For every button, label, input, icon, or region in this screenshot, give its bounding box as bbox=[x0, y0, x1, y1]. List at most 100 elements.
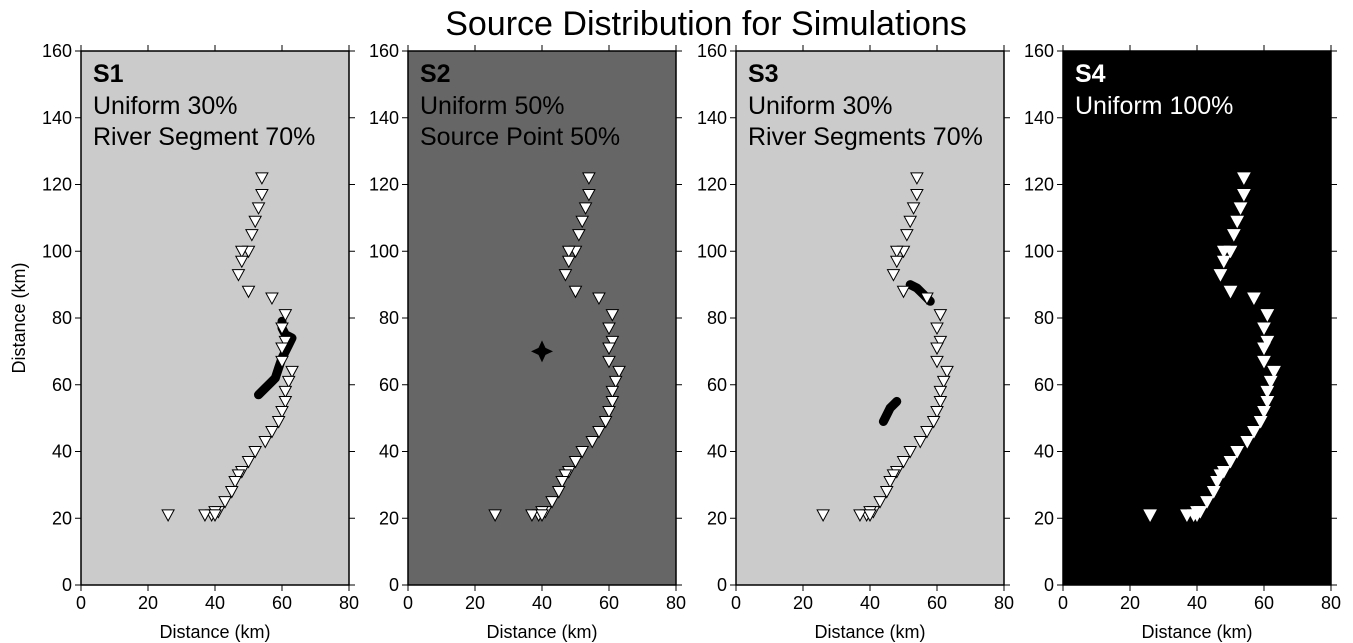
station-marker bbox=[612, 365, 626, 379]
station-marker bbox=[281, 375, 296, 389]
y-tick-label: 20 bbox=[379, 508, 399, 528]
x-axis-label: Distance (km) bbox=[1141, 622, 1252, 642]
panel-background bbox=[81, 51, 349, 585]
x-tick-label: 20 bbox=[465, 593, 485, 613]
x-tick-label: 80 bbox=[339, 593, 359, 613]
y-tick-label: 140 bbox=[369, 108, 399, 128]
station-marker bbox=[816, 509, 830, 522]
y-tick-label: 60 bbox=[379, 375, 399, 395]
x-tick-label: 0 bbox=[731, 593, 741, 613]
station-marker bbox=[1223, 285, 1238, 299]
station-marker bbox=[241, 456, 256, 469]
panel-label: S4 bbox=[1075, 60, 1106, 88]
station-marker bbox=[568, 456, 583, 469]
panel-description-line: River Segments 70% bbox=[748, 123, 983, 151]
panel-frame bbox=[735, 50, 1005, 586]
station-marker bbox=[913, 435, 928, 449]
station-marker bbox=[285, 365, 299, 379]
station-marker bbox=[930, 405, 944, 419]
station-marker bbox=[605, 309, 620, 322]
x-tick-label: 60 bbox=[599, 593, 619, 613]
x-axis-label: Distance (km) bbox=[486, 622, 597, 642]
station-marker bbox=[605, 395, 620, 409]
station-marker bbox=[602, 342, 616, 356]
station-marker bbox=[575, 446, 590, 459]
station-marker bbox=[161, 509, 175, 522]
station-marker bbox=[933, 335, 948, 349]
y-tick-label: 140 bbox=[697, 108, 727, 128]
station-marker bbox=[853, 509, 867, 522]
x-axis-label: Distance (km) bbox=[814, 622, 925, 642]
station-marker bbox=[1257, 342, 1271, 356]
station-marker bbox=[1237, 189, 1251, 202]
station-marker bbox=[910, 172, 924, 185]
station-marker bbox=[1210, 476, 1224, 489]
y-tick-label: 80 bbox=[379, 308, 399, 328]
station-marker bbox=[1213, 469, 1228, 482]
station-marker bbox=[488, 509, 502, 522]
y-tick-label: 120 bbox=[369, 175, 399, 195]
x-tick-label: 20 bbox=[138, 593, 158, 613]
station-marker bbox=[926, 415, 941, 429]
y-tick-label: 160 bbox=[1024, 41, 1054, 61]
station-marker bbox=[572, 229, 586, 242]
station-marker bbox=[933, 385, 948, 399]
station-marker bbox=[930, 342, 944, 356]
station-marker bbox=[900, 229, 914, 242]
panel-s1: 0 20 40 60 80 100 120 140 160 0 20 40 60 80 Distance (… bbox=[42, 41, 359, 642]
station-marker bbox=[525, 509, 539, 522]
x-tick-label: 80 bbox=[1321, 593, 1341, 613]
station-marker bbox=[602, 405, 616, 419]
station-marker bbox=[883, 476, 897, 489]
x-tick-label: 60 bbox=[927, 593, 947, 613]
station-marker bbox=[582, 172, 596, 185]
station-marker bbox=[886, 269, 901, 282]
panel-s2: 0 20 40 60 80 100 120 140 160 0 20 40 60 80 Distance (… bbox=[369, 41, 686, 642]
station-marker bbox=[896, 456, 911, 469]
y-tick-label: 160 bbox=[42, 41, 72, 61]
station-marker bbox=[275, 405, 289, 419]
station-marker bbox=[234, 255, 249, 269]
panel-frame bbox=[407, 50, 677, 586]
panel-description-line: Uniform 30% bbox=[748, 92, 893, 120]
station-marker bbox=[863, 509, 877, 522]
station-marker bbox=[1247, 292, 1261, 306]
station-marker bbox=[1230, 446, 1245, 459]
y-tick-label: 0 bbox=[62, 575, 72, 595]
station-marker bbox=[886, 469, 901, 482]
station-marker bbox=[1190, 509, 1204, 522]
station-marker bbox=[1260, 385, 1275, 399]
station-marker bbox=[224, 486, 239, 499]
y-tick-label: 40 bbox=[1034, 442, 1054, 462]
station-marker bbox=[278, 335, 293, 349]
station-marker bbox=[1227, 229, 1241, 242]
x-tick-label: 40 bbox=[1187, 593, 1207, 613]
station-marker bbox=[1143, 509, 1157, 522]
station-marker bbox=[251, 202, 266, 215]
source-point bbox=[531, 340, 553, 363]
station-marker bbox=[275, 322, 289, 336]
station-marker bbox=[568, 285, 583, 299]
y-tick-label: 120 bbox=[697, 175, 727, 195]
panel-label: S3 bbox=[748, 60, 779, 88]
y-tick-label: 80 bbox=[1034, 308, 1054, 328]
station-marker bbox=[1260, 395, 1275, 409]
panel-s4: 0 20 40 60 80 100 120 140 160 0 20 40 60 80 Distance (… bbox=[1024, 41, 1341, 642]
station-marker bbox=[879, 486, 894, 499]
y-tick-label: 80 bbox=[707, 308, 727, 328]
y-tick-label: 20 bbox=[52, 508, 72, 528]
panel-frame bbox=[80, 50, 350, 586]
station-marker bbox=[930, 322, 944, 336]
y-tick-label: 20 bbox=[707, 508, 727, 528]
station-marker bbox=[592, 292, 606, 306]
y-tick-label: 140 bbox=[42, 108, 72, 128]
y-tick-label: 0 bbox=[389, 575, 399, 595]
source-segment bbox=[878, 396, 902, 426]
panel-description-line: Uniform 50% bbox=[420, 92, 565, 120]
station-marker bbox=[1216, 245, 1231, 259]
station-marker bbox=[889, 255, 904, 269]
station-marker bbox=[920, 425, 934, 439]
station-marker bbox=[933, 395, 948, 409]
station-marker bbox=[1180, 509, 1194, 522]
